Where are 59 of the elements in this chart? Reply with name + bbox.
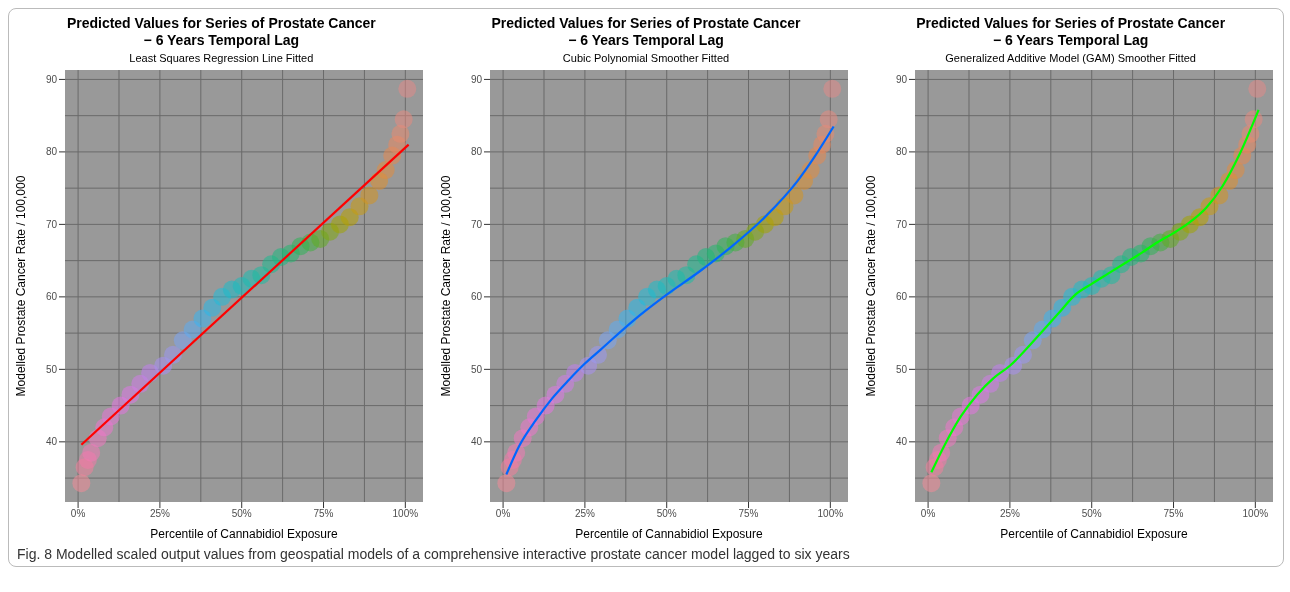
- x-axis-title: Percentile of Cannabidiol Exposure: [575, 527, 764, 541]
- x-axis-title: Percentile of Cannabidiol Exposure: [999, 527, 1188, 541]
- point: [497, 474, 516, 493]
- y-tick-label: 50: [470, 363, 483, 375]
- point: [203, 298, 222, 317]
- x-tick-label: 0%: [71, 508, 86, 520]
- chart-title: Predicted Values for Series of Prostate Cancer − 6 Years Temporal Lag: [490, 15, 802, 49]
- y-tick-label: 60: [470, 291, 483, 303]
- y-tick-label: 80: [895, 146, 908, 158]
- x-tick-label: 25%: [574, 508, 595, 520]
- y-tick-label: 80: [470, 146, 483, 158]
- point: [395, 110, 414, 129]
- y-tick-label: 60: [895, 291, 908, 303]
- point: [82, 443, 101, 462]
- y-tick-label: 70: [470, 218, 483, 230]
- x-tick-label: 25%: [999, 508, 1020, 520]
- x-axis-title: Percentile of Cannabidiol Exposure: [150, 527, 339, 541]
- y-tick-label: 80: [46, 146, 58, 158]
- x-tick-label: 75%: [1163, 508, 1184, 520]
- point: [823, 79, 842, 98]
- x-tick-label: 25%: [150, 508, 171, 520]
- point: [341, 208, 360, 227]
- y-tick-label: 40: [895, 436, 908, 448]
- point: [1247, 79, 1266, 98]
- y-tick-label: 60: [46, 291, 58, 303]
- point: [391, 124, 410, 143]
- chart-subtitle: Least Squares Regression Line Fitted: [128, 52, 315, 64]
- y-tick-label: 70: [895, 218, 908, 230]
- x-tick-label: 100%: [817, 508, 844, 520]
- x-tick-label: 100%: [392, 508, 419, 520]
- x-tick-label: 100%: [1242, 508, 1268, 520]
- x-tick-label: 75%: [738, 508, 759, 520]
- point: [398, 79, 417, 98]
- chart-subtitle: Cubic Polynomial Smoother Fitted: [561, 52, 731, 64]
- point: [922, 474, 940, 493]
- chart-title: Predicted Values for Series of Prostate Cancer − 6 Years Temporal Lag: [65, 15, 377, 49]
- point: [360, 186, 379, 205]
- point: [819, 110, 838, 129]
- x-tick-label: 0%: [495, 508, 511, 520]
- point: [72, 474, 91, 493]
- y-tick-label: 90: [895, 73, 908, 85]
- y-tick-label: 90: [470, 73, 483, 85]
- x-tick-label: 50%: [656, 508, 677, 520]
- y-tick-label: 40: [470, 436, 483, 448]
- y-tick-label: 40: [46, 436, 58, 448]
- y-tick-label: 50: [895, 363, 908, 375]
- y-tick-label: 90: [46, 73, 58, 85]
- y-tick-label: 50: [46, 363, 58, 375]
- x-tick-label: 50%: [1081, 508, 1102, 520]
- x-tick-label: 0%: [920, 508, 936, 520]
- y-axis-title: Modelled Prostate Cancer Rate / 100,000: [439, 175, 454, 397]
- chart-subtitle: Generalized Additive Model (GAM) Smoother Fitted: [944, 52, 1197, 64]
- x-tick-label: 50%: [232, 508, 253, 520]
- x-tick-label: 75%: [313, 508, 334, 520]
- y-axis-title: Modelled Prostate Cancer Rate / 100,000: [14, 175, 29, 397]
- chart-title: Predicted Values for Series of Prostate Cancer − 6 Years Temporal Lag: [915, 15, 1227, 49]
- y-axis-title: Modelled Prostate Cancer Rate / 100,000: [863, 175, 878, 397]
- y-tick-label: 70: [46, 218, 58, 230]
- caption: Fig. 8 Modelled scaled output values from geospatial models of a comprehensive interactive prostate cancer model lagged to six years: [16, 546, 851, 562]
